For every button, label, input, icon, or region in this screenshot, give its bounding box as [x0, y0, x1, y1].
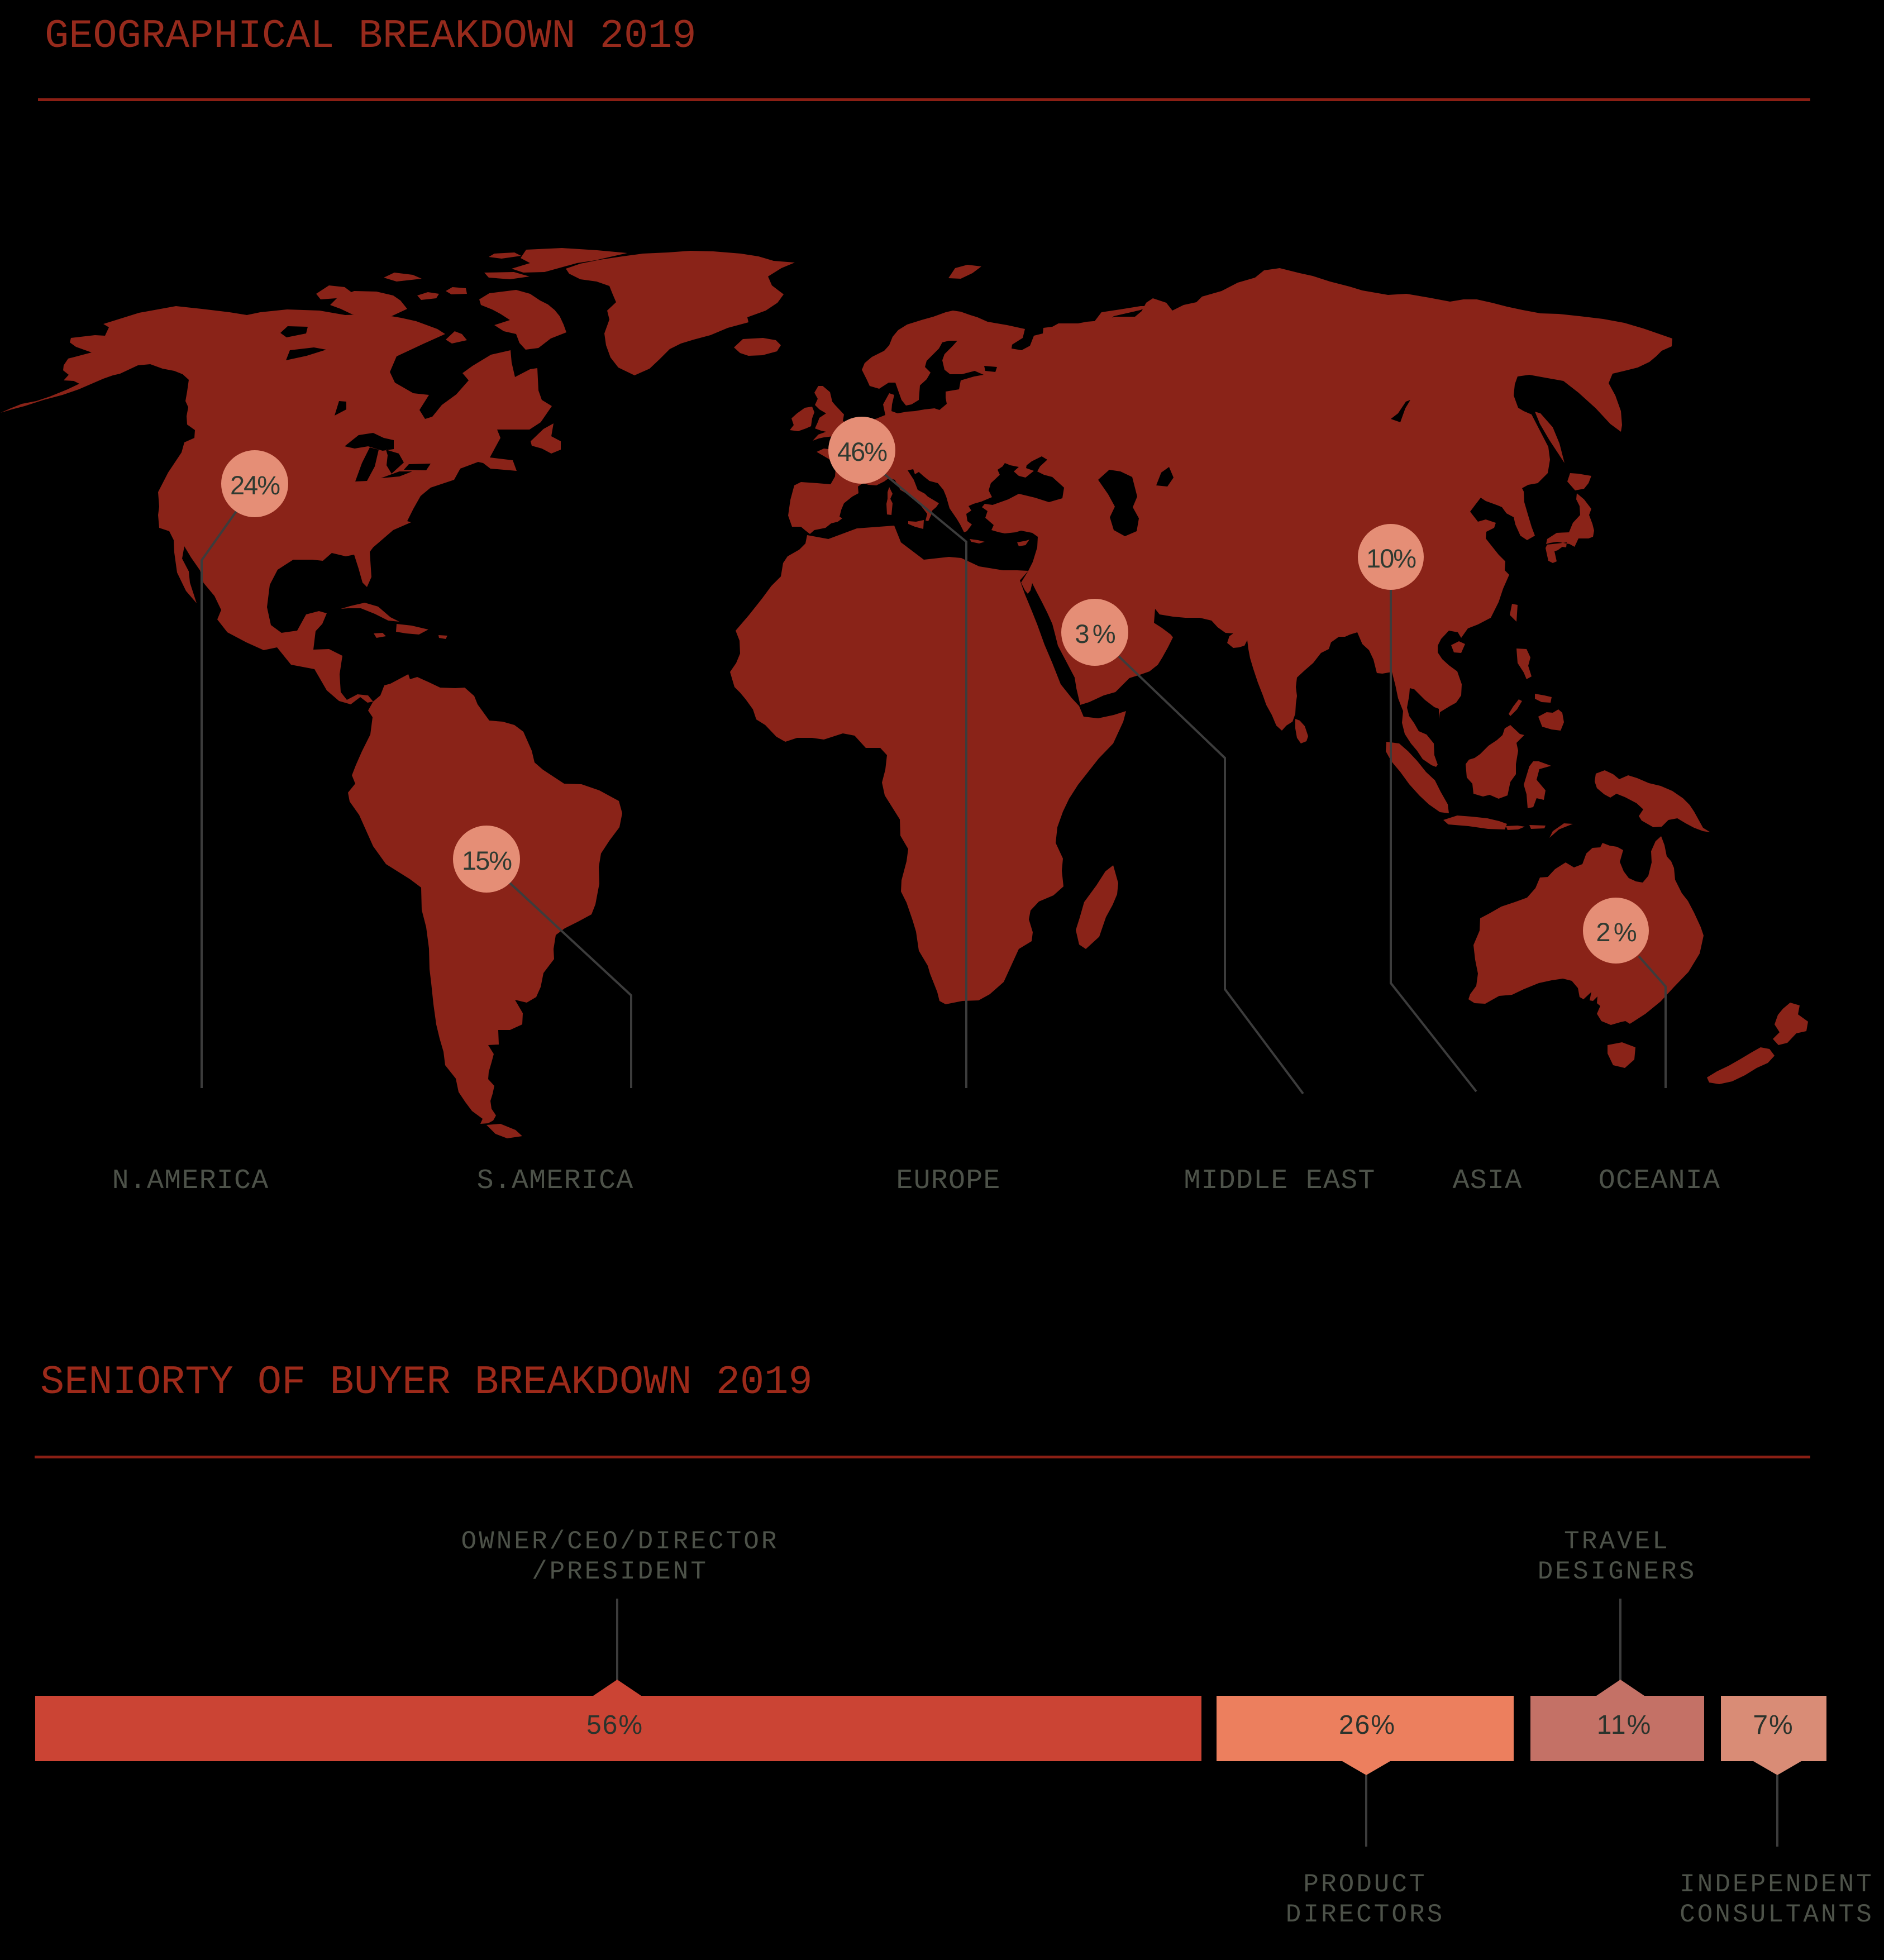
- svg-text:OCEANIA: OCEANIA: [1599, 1165, 1720, 1197]
- svg-text:3 %: 3 %: [1075, 619, 1115, 648]
- svg-text:10%: 10%: [1366, 543, 1416, 573]
- svg-text:24%: 24%: [230, 470, 280, 500]
- svg-text:MIDDLE EAST: MIDDLE EAST: [1184, 1165, 1375, 1197]
- svg-text:TRAVEL: TRAVEL: [1564, 1527, 1670, 1556]
- svg-text:/PRESIDENT: /PRESIDENT: [532, 1557, 708, 1586]
- svg-text:INDEPENDENT: INDEPENDENT: [1680, 1870, 1874, 1899]
- svg-text:S.AMERICA: S.AMERICA: [477, 1165, 634, 1197]
- svg-text:56%: 56%: [586, 1710, 643, 1740]
- svg-text:PRODUCT: PRODUCT: [1303, 1870, 1427, 1899]
- svg-text:26%: 26%: [1339, 1710, 1396, 1740]
- svg-text:7%: 7%: [1753, 1710, 1794, 1740]
- svg-text:GEOGRAPHICAL BREAKDOWN 2019: GEOGRAPHICAL BREAKDOWN 2019: [45, 13, 697, 59]
- svg-text:OWNER/CEO/DIRECTOR: OWNER/CEO/DIRECTOR: [461, 1527, 779, 1556]
- svg-text:ASIA: ASIA: [1453, 1165, 1523, 1197]
- svg-text:SENIORTY OF BUYER BREAKDOWN 20: SENIORTY OF BUYER BREAKDOWN 2019: [40, 1360, 813, 1405]
- svg-text:46%: 46%: [837, 437, 887, 466]
- svg-text:DIRECTORS: DIRECTORS: [1286, 1900, 1444, 1929]
- svg-text:2 %: 2 %: [1596, 917, 1637, 947]
- svg-text:DESIGNERS: DESIGNERS: [1538, 1557, 1696, 1586]
- svg-text:N.AMERICA: N.AMERICA: [112, 1165, 269, 1197]
- svg-text:CONSULTANTS: CONSULTANTS: [1680, 1900, 1874, 1929]
- svg-text:15%: 15%: [462, 846, 512, 875]
- svg-text:EUROPE: EUROPE: [896, 1165, 1000, 1197]
- svg-text:11%: 11%: [1597, 1710, 1652, 1740]
